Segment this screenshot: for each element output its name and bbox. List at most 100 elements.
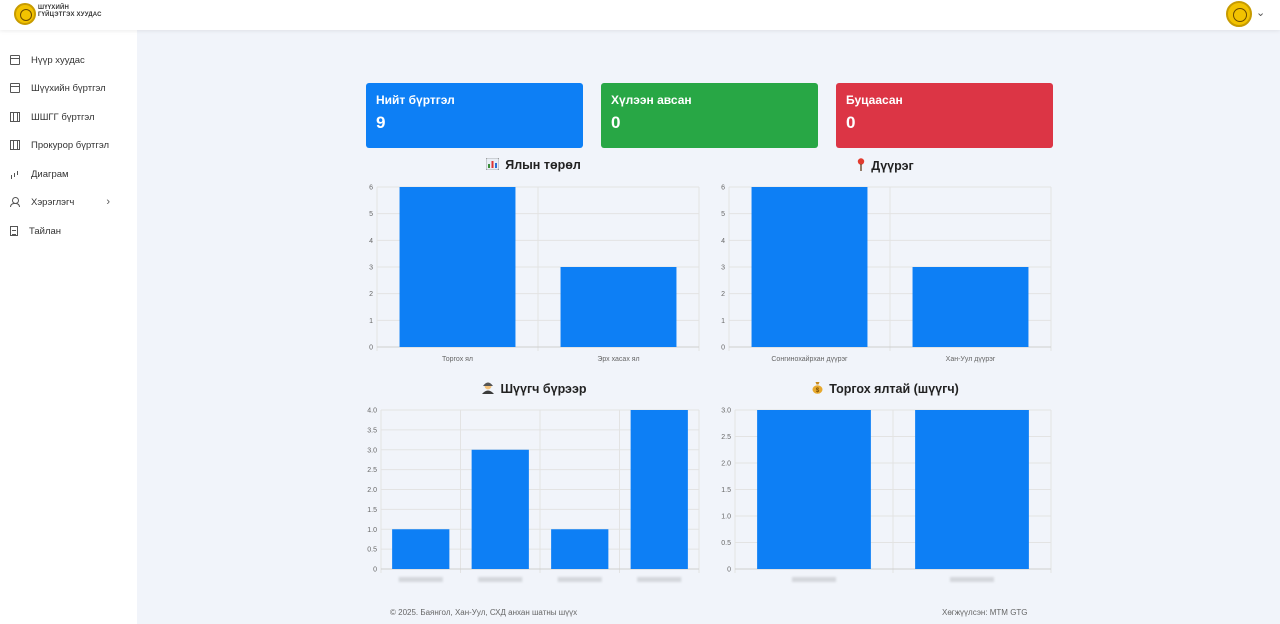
chevron-right-icon: › xyxy=(106,196,110,208)
card-title: Буцаасан xyxy=(846,93,903,107)
chart-title-district: Дүүрэг xyxy=(718,158,1053,174)
returned-card: Буцаасан 0 xyxy=(836,83,1053,148)
chart-title-by-judge: Шүүгч бүрээр xyxy=(366,381,701,397)
y-tick-label: 0 xyxy=(369,345,373,352)
y-tick-label: 1.0 xyxy=(721,514,731,521)
bar[interactable] xyxy=(471,449,529,569)
y-tick-label: 0 xyxy=(373,567,377,574)
sidebar-item-label: Нүүр хуудас xyxy=(31,54,85,66)
court-logo-icon[interactable] xyxy=(14,3,36,25)
table-icon xyxy=(10,83,20,93)
document-icon xyxy=(10,226,18,236)
money-bag-icon: $ xyxy=(812,381,823,397)
svg-text:$: $ xyxy=(816,388,820,394)
y-tick-label: 0 xyxy=(727,567,731,574)
blurred-x-tick-label xyxy=(398,577,443,582)
bar[interactable] xyxy=(757,410,871,569)
y-tick-label: 4.0 xyxy=(367,408,377,415)
y-tick-label: 2.5 xyxy=(721,434,731,441)
chart-title-fine-by-judge: $ Торгох ялтай (шүүгч) xyxy=(718,381,1053,397)
y-tick-label: 1 xyxy=(721,318,725,325)
card-value: 0 xyxy=(846,113,856,132)
bar[interactable] xyxy=(912,267,1029,347)
y-tick-label: 2.0 xyxy=(721,461,731,468)
chart-title-text: Ялын төрөл xyxy=(505,158,581,172)
sidebar-item-label: ШШГГ бүртгэл xyxy=(31,111,95,123)
x-tick-label: Эрх хасах ял xyxy=(597,356,639,363)
chart-title-penalty-type: Ялын төрөл xyxy=(366,157,701,173)
sidebar-item-court-registry[interactable]: Шүүхийн бүртгэл xyxy=(10,78,130,98)
y-tick-label: 1.5 xyxy=(721,487,731,494)
card-title: Хүлээн авсан xyxy=(611,93,692,107)
blurred-x-tick-label xyxy=(792,577,836,582)
y-tick-label: 6 xyxy=(369,185,373,192)
judge-icon xyxy=(481,381,495,397)
blurred-x-tick-label xyxy=(950,577,994,582)
chart-title-text: Дүүрэг xyxy=(871,159,914,173)
y-tick-label: 0.5 xyxy=(721,540,731,547)
bar[interactable] xyxy=(392,529,450,569)
total-registrations-card: Нийт бүртгэл 9 xyxy=(366,83,583,148)
bar[interactable] xyxy=(399,187,516,347)
y-tick-label: 3.0 xyxy=(721,408,731,415)
bar-chart-icon xyxy=(10,169,20,179)
y-tick-label: 4 xyxy=(369,238,373,245)
sidebar-item-report[interactable]: Тайлан xyxy=(10,221,130,241)
bar[interactable] xyxy=(630,410,688,569)
logo-text: ШҮҮХИЙН ГҮЙЦЭТГЭХ ХУУДАС xyxy=(38,5,102,19)
footer-copyright: © 2025. Баянгол, Хан-Уул, СХД анхан шатн… xyxy=(390,608,578,617)
penalty-type-bar-chart: 0 1 2 3 4 5 6 Торгох ял Эрх хасах ял xyxy=(369,185,700,363)
bar[interactable] xyxy=(551,529,609,569)
card-value: 9 xyxy=(376,113,386,132)
sidebar-item-prosecutor-registry[interactable]: Прокурор бүртгэл xyxy=(10,135,130,155)
y-tick-label: 3.5 xyxy=(367,427,377,434)
sidebar-item-shshgg-registry[interactable]: ШШГГ бүртгэл xyxy=(10,107,130,127)
sidebar-item-label: Шүүхийн бүртгэл xyxy=(31,82,106,94)
columns-icon xyxy=(10,112,20,122)
logo-line2: ГҮЙЦЭТГЭХ ХУУДАС xyxy=(38,12,102,18)
y-tick-label: 1 xyxy=(369,318,373,325)
grid-icon xyxy=(10,55,20,65)
district-bar-chart: 0 1 2 3 4 5 6 Сонгинохайрхан дүүрэг Хан-Уул дүүр… xyxy=(721,185,1052,363)
y-tick-label: 3 xyxy=(369,265,373,272)
user-icon xyxy=(10,197,20,207)
logo-line1: ШҮҮХИЙН xyxy=(38,5,70,11)
sidebar-item-diagram[interactable]: Диаграм xyxy=(10,164,130,184)
bar[interactable] xyxy=(751,187,868,347)
y-tick-label: 3.0 xyxy=(367,447,377,454)
card-value: 0 xyxy=(611,113,621,132)
bar[interactable] xyxy=(560,267,677,347)
y-tick-label: 2 xyxy=(369,291,373,298)
y-tick-label: 4 xyxy=(721,238,725,245)
chevron-down-icon[interactable]: ⌄ xyxy=(1256,7,1266,19)
y-tick-label: 6 xyxy=(721,185,725,192)
pin-icon xyxy=(857,158,865,174)
user-avatar[interactable] xyxy=(1226,1,1252,27)
by-judge-bar-chart: 0 0.5 1.0 1.5 2.0 2.5 3.0 3.5 4.0 xyxy=(367,408,700,582)
y-tick-label: 2.0 xyxy=(367,487,377,494)
y-tick-label: 0 xyxy=(721,345,725,352)
sidebar-item-user[interactable]: Хэрэглэгч › xyxy=(10,192,130,212)
card-title: Нийт бүртгэл xyxy=(376,93,455,107)
fine-by-judge-bar-chart: 0 0.5 1.0 1.5 2.0 2.5 3.0 xyxy=(721,408,1052,582)
y-tick-label: 0.5 xyxy=(367,547,377,554)
chart-title-text: Шүүгч бүрээр xyxy=(500,382,587,396)
y-tick-label: 1.0 xyxy=(367,527,377,534)
bar-chart-emoji-icon xyxy=(485,157,500,173)
sidebar-item-label: Прокурор бүртгэл xyxy=(31,139,110,151)
sidebar-item-label: Хэрэглэгч xyxy=(31,196,75,208)
sidebar: Нүүр хуудас Шүүхийн бүртгэл ШШГГ бүртгэл… xyxy=(0,30,137,624)
sidebar-item-label: Тайлан xyxy=(29,225,62,237)
blurred-x-tick-label xyxy=(637,577,682,582)
footer-developer: Хөгжүүлсэн: МТМ GTG xyxy=(942,608,1028,617)
y-tick-label: 2 xyxy=(721,291,725,298)
sidebar-item-home[interactable]: Нүүр хуудас xyxy=(10,50,130,70)
y-tick-label: 3 xyxy=(721,265,725,272)
accepted-card: Хүлээн авсан 0 xyxy=(601,83,818,148)
bar[interactable] xyxy=(915,410,1029,569)
blurred-x-tick-label xyxy=(478,577,523,582)
sidebar-item-label: Диаграм xyxy=(31,168,69,180)
top-bar: ШҮҮХИЙН ГҮЙЦЭТГЭХ ХУУДАС ⌄ xyxy=(0,0,1280,30)
chart-title-text: Торгох ялтай (шүүгч) xyxy=(829,382,959,396)
y-tick-label: 5 xyxy=(721,211,725,218)
